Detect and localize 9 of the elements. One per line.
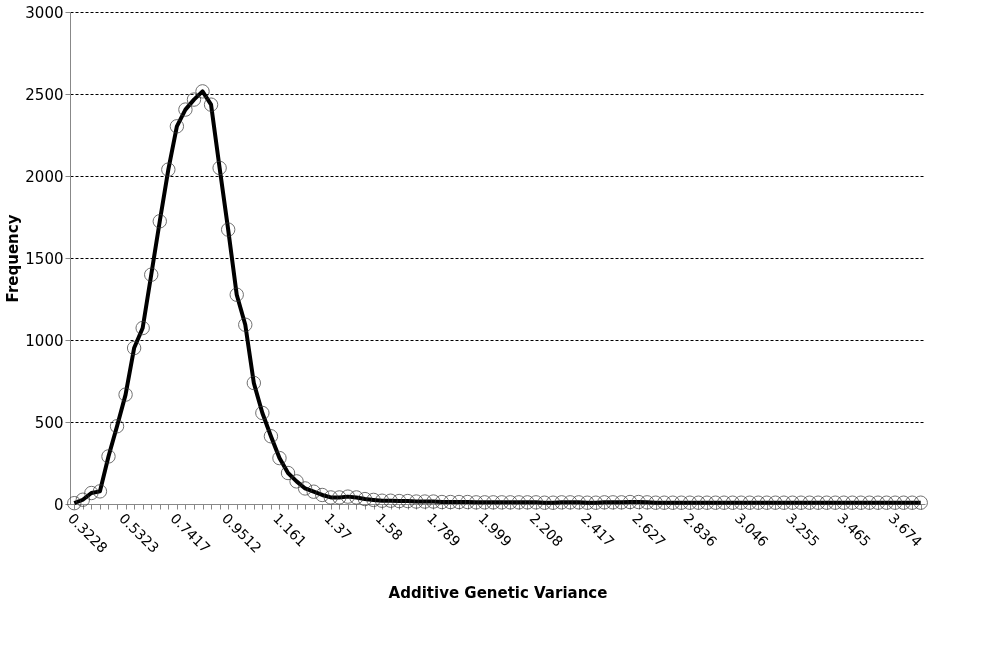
x-axis-title: Additive Genetic Variance bbox=[388, 584, 608, 603]
y-tick-label: 2000 bbox=[25, 167, 64, 186]
y-tick-label: 1000 bbox=[25, 331, 64, 350]
y-tick-label: 500 bbox=[34, 413, 64, 432]
y-axis-title: Frequency bbox=[4, 214, 23, 303]
y-tick-label: 2500 bbox=[25, 85, 64, 104]
y-tick-label: 1500 bbox=[25, 249, 64, 268]
y-tick-label: 0 bbox=[53, 495, 64, 514]
y-tick-label: 3000 bbox=[25, 3, 64, 22]
